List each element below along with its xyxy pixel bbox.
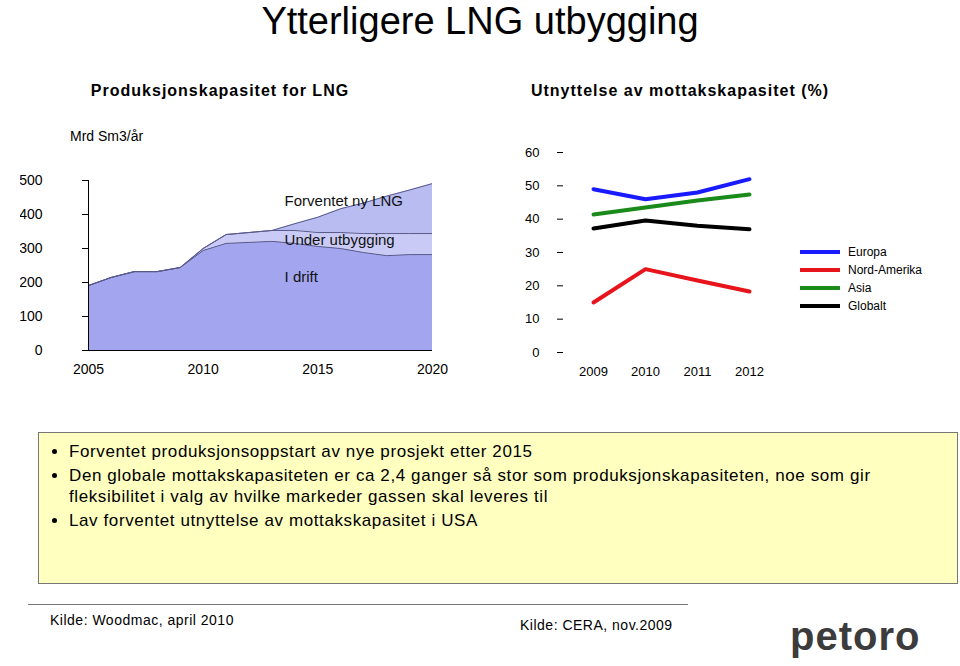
html-text:petoro: petoro [790, 614, 921, 658]
svg-text:40: 40 [525, 211, 539, 226]
svg-text:2015: 2015 [302, 361, 333, 377]
svg-text:I drift: I drift [285, 268, 319, 285]
html-text:Utnyttelse av mottakskapasitet: Utnyttelse av mottakskapasitet (%) [531, 82, 829, 99]
svg-text:200: 200 [20, 274, 43, 290]
html-text:Den globale mottakskapasiteten: Den globale mottakskapasiteten er ca 2,4… [69, 466, 871, 506]
svg-text:0: 0 [532, 345, 539, 360]
svg-text:20: 20 [525, 278, 539, 293]
svg-text:Under utbygging: Under utbygging [285, 231, 395, 248]
svg-text:2020: 2020 [417, 361, 448, 377]
svg-text:Forventet ny LNG: Forventet ny LNG [285, 192, 403, 209]
svg-text:400: 400 [20, 206, 43, 222]
html-text:Globalt: Globalt [848, 299, 886, 313]
html-text:Europa: Europa [848, 245, 887, 259]
svg-text:500: 500 [20, 172, 43, 188]
svg-text:0: 0 [35, 342, 43, 358]
html-text:Kilde: CERA, nov.2009: Kilde: CERA, nov.2009 [520, 617, 673, 633]
html-text:Mrd Sm3/år: Mrd Sm3/år [70, 128, 144, 144]
svg-text:2012: 2012 [735, 364, 764, 379]
svg-text:2010: 2010 [631, 364, 660, 379]
svg-text:2011: 2011 [684, 364, 712, 379]
html-text:Lav forventet utnyttelse av mo: Lav forventet utnyttelse av mottakskapas… [69, 511, 478, 530]
html-text:Ytterligere LNG utbygging: Ytterligere LNG utbygging [261, 0, 699, 42]
html-text:Kilde: Woodmac, april 2010: Kilde: Woodmac, april 2010 [50, 612, 234, 628]
html-text:Forventet produksjonsoppstart: Forventet produksjonsoppstart av nye pro… [69, 442, 533, 461]
svg-text:50: 50 [525, 178, 539, 193]
svg-text:300: 300 [20, 240, 43, 256]
svg-text:10: 10 [525, 311, 539, 326]
html-text:Nord-Amerika: Nord-Amerika [848, 263, 922, 277]
svg-text:2005: 2005 [73, 361, 104, 377]
svg-text:2009: 2009 [579, 364, 608, 379]
svg-text:60: 60 [525, 145, 539, 160]
svg-text:30: 30 [525, 245, 539, 260]
svg-text:100: 100 [20, 308, 43, 324]
html-text:Produksjonskapasitet for LNG: Produksjonskapasitet for LNG [90, 82, 350, 99]
svg-text:2010: 2010 [188, 361, 219, 377]
html-text:Asia: Asia [848, 281, 872, 295]
